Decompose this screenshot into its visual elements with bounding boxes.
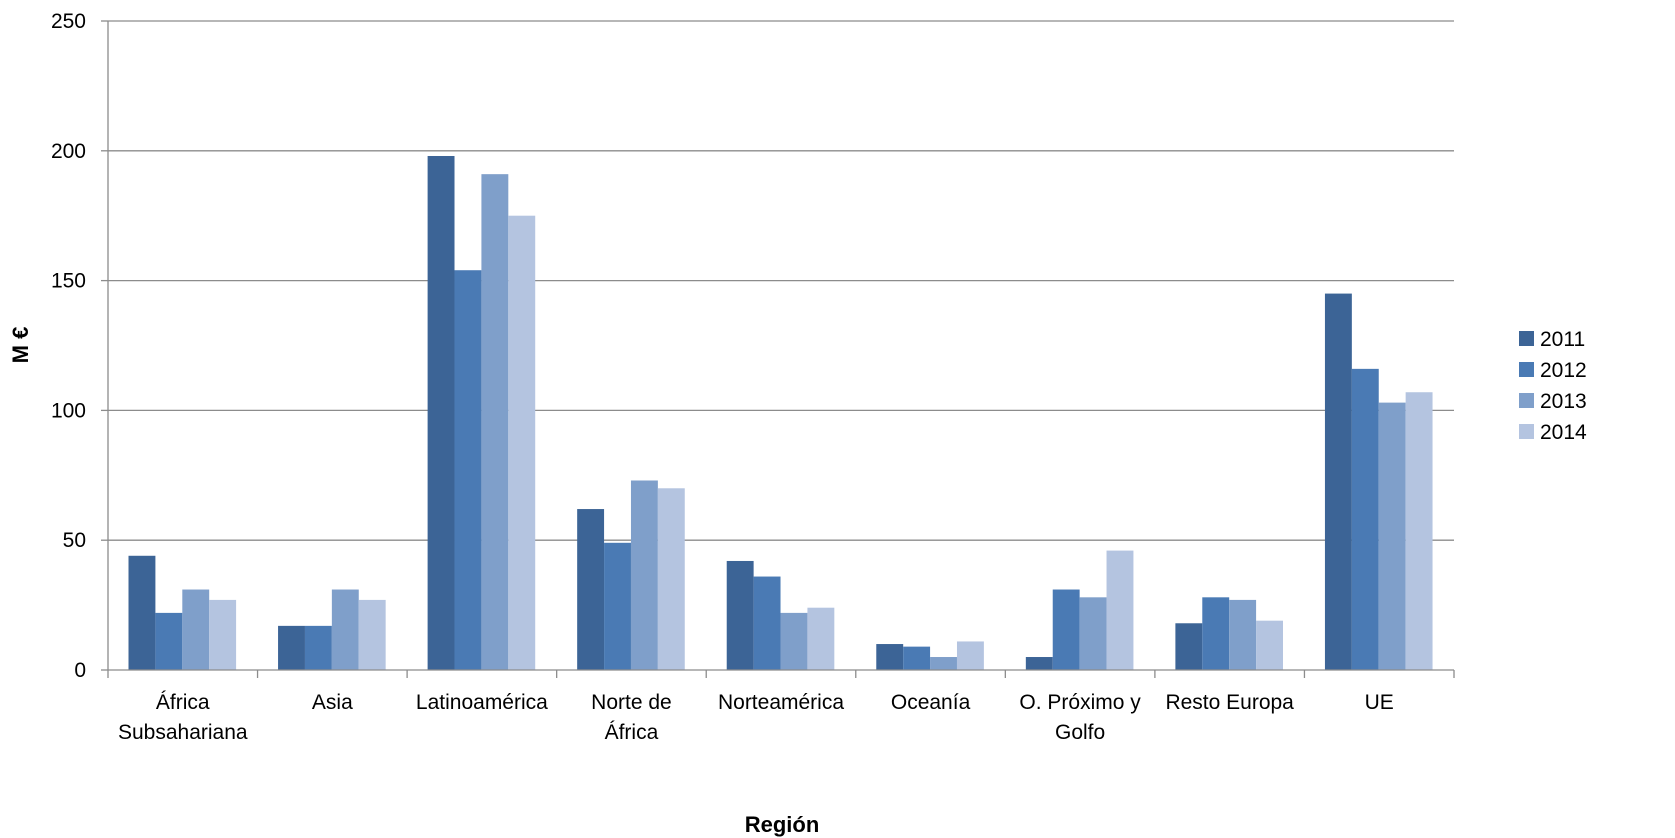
x-tick-label: Resto Europa xyxy=(1165,691,1294,714)
bar-2013 xyxy=(331,589,359,670)
x-tick-label: Asia xyxy=(312,691,353,714)
bar-2012 xyxy=(604,542,631,670)
bar-2014 xyxy=(1405,392,1433,670)
bar-2014 xyxy=(657,488,685,670)
bar-2011 xyxy=(876,644,904,670)
legend-swatch xyxy=(1519,393,1534,408)
bar-2014 xyxy=(956,641,984,670)
y-tick-label: 150 xyxy=(51,270,86,293)
bar-2014 xyxy=(508,215,536,670)
x-tick-label: Norteamérica xyxy=(718,691,844,714)
x-tick-label: Oceanía xyxy=(891,691,971,714)
bar-2013 xyxy=(1079,597,1107,670)
bar-2012 xyxy=(155,612,183,670)
bar-2013 xyxy=(930,657,957,670)
legend-label: 2011 xyxy=(1540,328,1585,351)
y-tick-label: 250 xyxy=(51,10,86,33)
bar-2013 xyxy=(481,174,509,670)
bar-2012 xyxy=(753,576,781,670)
bar-2014 xyxy=(1106,550,1134,670)
y-axis-title: M € xyxy=(8,327,33,364)
bar-2011 xyxy=(1025,657,1053,670)
bar-2012 xyxy=(1351,368,1379,670)
bar-2011 xyxy=(726,560,754,670)
legend-swatch xyxy=(1519,424,1534,439)
bar-2011 xyxy=(577,509,605,670)
x-tick-label: UE xyxy=(1365,691,1394,714)
bars xyxy=(128,155,1433,670)
bar-2014 xyxy=(1256,620,1283,670)
x-axis-title: Región xyxy=(745,812,820,837)
bar-2014 xyxy=(807,607,835,670)
bar-2012 xyxy=(304,625,332,670)
y-tick-labels: 0 50 100 150 200 250 xyxy=(51,10,86,682)
y-tick-label: 200 xyxy=(51,140,86,163)
y-tick-label: 50 xyxy=(63,529,86,552)
x-tick-label: África xyxy=(156,691,210,714)
bar-2013 xyxy=(1378,402,1406,670)
bar-2011 xyxy=(128,555,156,670)
x-tick-label: Norte de xyxy=(591,691,672,714)
bar-2012 xyxy=(454,270,482,670)
gridlines xyxy=(108,20,1454,541)
bar-2011 xyxy=(1324,293,1352,670)
x-tick-label: O. Próximo y xyxy=(1019,691,1141,714)
bar-2011 xyxy=(1175,623,1203,670)
bar-2014 xyxy=(209,599,237,670)
legend-swatch xyxy=(1519,362,1534,377)
legend-swatch xyxy=(1519,331,1534,346)
bar-2012 xyxy=(1202,597,1230,670)
x-tick-label: Latinoamérica xyxy=(416,691,548,714)
bar-2014 xyxy=(358,599,386,670)
bar-2011 xyxy=(427,155,455,670)
legend-label: 2012 xyxy=(1540,359,1587,382)
legend-label: 2013 xyxy=(1540,390,1587,413)
bar-2012 xyxy=(1052,589,1080,670)
x-tick-labels: África Subsahariana Asia Latinoamérica Norte… xyxy=(118,691,1394,744)
bar-2011 xyxy=(278,625,305,670)
x-tick-label: Golfo xyxy=(1055,721,1105,744)
y-tick-label: 100 xyxy=(51,399,86,422)
bar-2013 xyxy=(1229,599,1257,670)
legend-label: 2014 xyxy=(1540,421,1587,444)
bar-2013 xyxy=(630,480,658,670)
x-tick-label: Subsahariana xyxy=(118,721,248,744)
bar-2012 xyxy=(903,646,931,670)
y-tick-label: 0 xyxy=(74,659,86,682)
bar-2013 xyxy=(780,612,808,670)
x-tick-label: África xyxy=(605,721,659,744)
legend: 2011 2012 2013 2014 xyxy=(1519,328,1587,444)
bar-2013 xyxy=(182,589,210,670)
axes xyxy=(101,20,1455,678)
